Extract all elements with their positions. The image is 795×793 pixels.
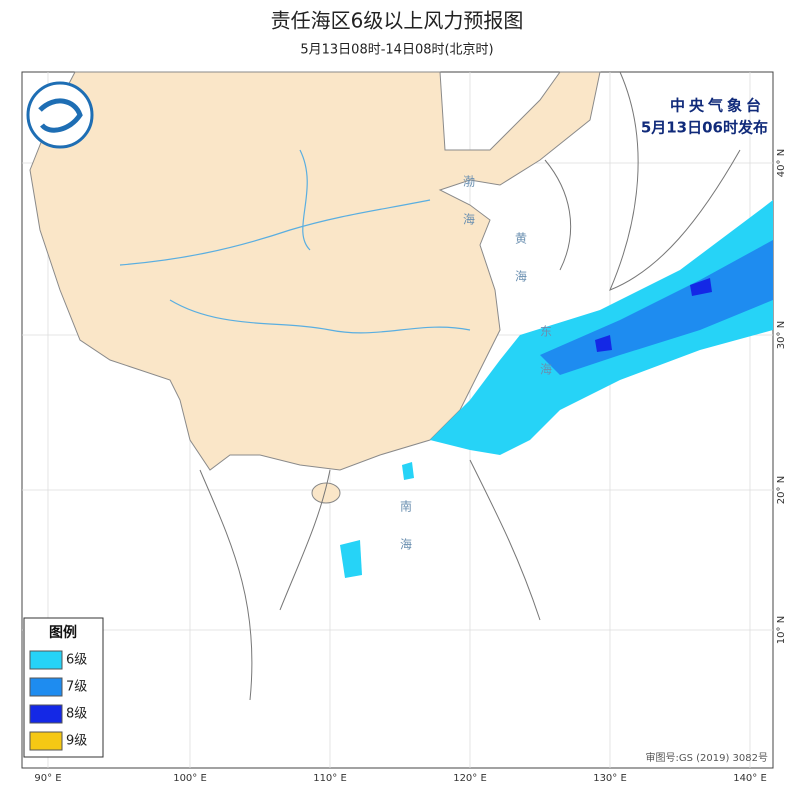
- lon-label: 100° E: [173, 773, 207, 784]
- wind-zone: [402, 462, 414, 480]
- logo: [26, 81, 94, 149]
- issue-time: 5月13日06时发布: [641, 119, 768, 137]
- lat-label: 40° N: [776, 149, 787, 177]
- subtitle: 5月13日08时-14日08时(北京时): [300, 43, 493, 58]
- wind-zone: [595, 335, 612, 352]
- issuer-name: 中央气象台: [670, 97, 765, 115]
- lon-label: 90° E: [34, 773, 61, 784]
- review-number: 审图号:GS (2019) 3082号: [645, 751, 768, 764]
- sea-label: 东海: [539, 325, 553, 401]
- lat-label: 30° N: [776, 321, 787, 349]
- legend-label: 6级: [66, 653, 87, 668]
- legend-swatch: [29, 650, 63, 670]
- legend: 图例 6级 7级 8级 9级: [23, 617, 104, 758]
- title: 责任海区6级以上风力预报图: [271, 9, 524, 33]
- sea-label: 渤海: [462, 175, 476, 251]
- wind-zones: [340, 200, 773, 578]
- legend-swatch: [29, 704, 63, 724]
- wind-zone: [690, 278, 712, 296]
- rivers: [119, 149, 471, 334]
- lat-label: 20° N: [776, 476, 787, 504]
- sea-label: 黄海: [514, 232, 528, 308]
- legend-label: 7级: [66, 680, 87, 695]
- legend-label: 8级: [66, 707, 87, 722]
- lon-label: 110° E: [313, 773, 347, 784]
- legend-label: 9级: [66, 734, 87, 749]
- lon-label: 130° E: [593, 773, 627, 784]
- logo-mark: [38, 98, 83, 133]
- hainan: [311, 482, 341, 504]
- coastlines: [199, 71, 741, 701]
- wind-zone: [340, 540, 362, 578]
- lon-label: 120° E: [453, 773, 487, 784]
- wind-zone: [430, 200, 773, 455]
- legend-swatch: [29, 677, 63, 697]
- lat-label: 10° N: [776, 616, 787, 644]
- lon-label: 140° E: [733, 773, 767, 784]
- sea-label: 南海: [399, 499, 413, 576]
- legend-title: 图例: [49, 624, 77, 641]
- legend-swatch: [29, 731, 63, 751]
